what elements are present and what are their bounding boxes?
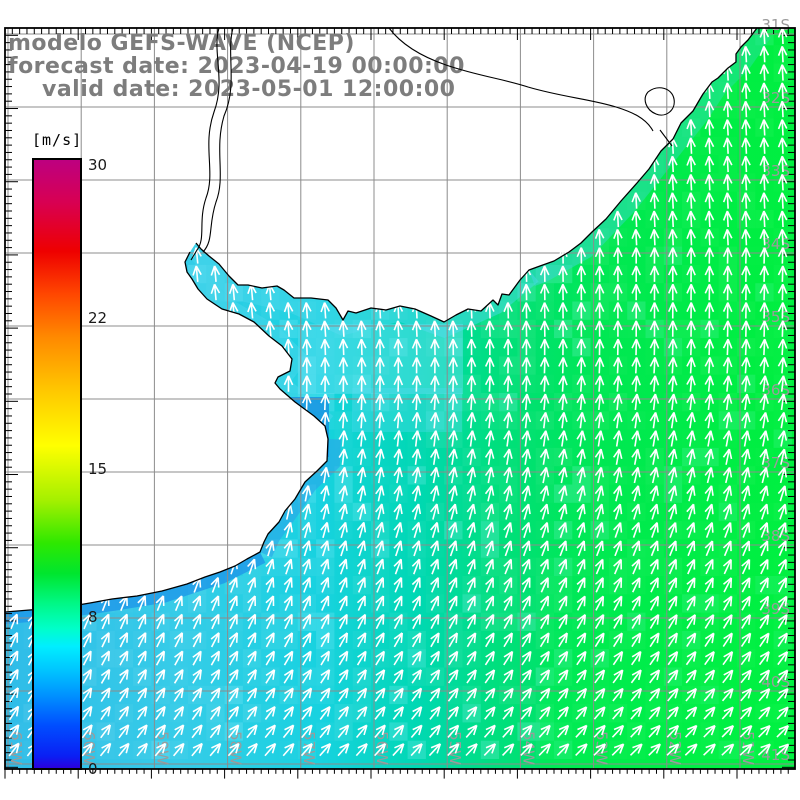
estuary-light-patch2 [352,388,462,432]
map-frame [4,27,796,770]
title-forecast-date: forecast date: 2023-04-19 00:00:00 [8,54,465,79]
colorbar-tick-label: 22 [88,309,108,327]
coastline [4,27,758,613]
ticks-layer [4,27,795,779]
colorbar-tick-label: 15 [88,460,108,478]
colorbar-tick-label: 30 [88,156,108,174]
colorbar-unit-label: [m/s] [32,131,83,149]
title-valid-date: valid date: 2023-05-01 12:00:00 [42,77,456,102]
river-negro [388,27,654,132]
colorbar-tick-label: 0 [88,760,98,778]
colorbar-tick-label: 8 [88,608,98,626]
colorbar: [m/s] 30 22 15 8 0 [32,131,107,778]
lat-label: 39S [761,600,790,618]
river-uruguay-west-bank [190,27,220,261]
grid-layer [5,28,795,769]
lagoon-outline [644,87,675,147]
river-uruguay-east-bank [202,27,234,253]
coast-and-rivers [4,27,758,613]
title-block: modelo GEFS-WAVE (NCEP) forecast date: 2… [8,31,465,102]
title-model-line: modelo GEFS-WAVE (NCEP) [8,31,355,56]
lat-label: 40S [761,673,790,691]
